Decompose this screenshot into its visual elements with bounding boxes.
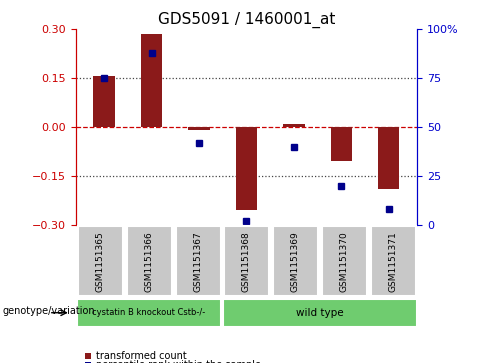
Text: GSM1151369: GSM1151369 <box>291 231 300 292</box>
Text: wild type: wild type <box>296 308 344 318</box>
Text: genotype/variation: genotype/variation <box>2 306 95 316</box>
Title: GDS5091 / 1460001_at: GDS5091 / 1460001_at <box>158 12 335 28</box>
Text: GSM1151365: GSM1151365 <box>96 231 104 292</box>
Text: transformed count: transformed count <box>96 351 187 361</box>
Text: GSM1151371: GSM1151371 <box>388 231 397 292</box>
Text: GSM1151367: GSM1151367 <box>193 231 202 292</box>
Text: GSM1151370: GSM1151370 <box>340 231 348 292</box>
Text: cystatin B knockout Cstb-/-: cystatin B knockout Cstb-/- <box>92 308 205 317</box>
Text: GSM1151366: GSM1151366 <box>144 231 153 292</box>
Text: percentile rank within the sample: percentile rank within the sample <box>96 360 261 363</box>
Bar <box>93 76 115 127</box>
Bar <box>283 125 305 127</box>
Bar <box>236 127 257 210</box>
Bar <box>188 127 210 130</box>
Text: GSM1151368: GSM1151368 <box>242 231 251 292</box>
Bar <box>378 127 400 189</box>
Bar <box>141 34 162 127</box>
Bar <box>331 127 352 161</box>
